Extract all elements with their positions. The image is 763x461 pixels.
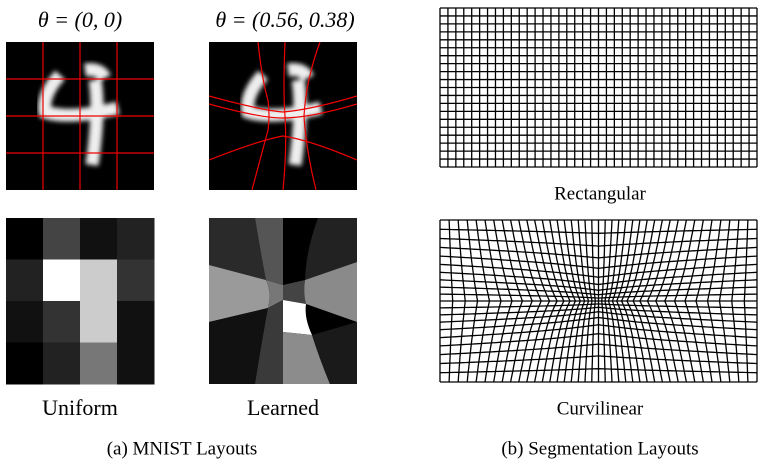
mnist-caption: (a) MNIST Layouts bbox=[107, 438, 258, 459]
pool-cell bbox=[43, 343, 81, 385]
pool-cell bbox=[43, 301, 81, 343]
pool-cell bbox=[6, 218, 44, 260]
pool-cell bbox=[80, 260, 118, 302]
learned-pooled-image bbox=[209, 218, 357, 384]
uniform-pooled-image bbox=[6, 218, 155, 385]
learned-label: Learned bbox=[247, 395, 319, 420]
learned-digit-image bbox=[209, 42, 357, 190]
pool-cell bbox=[117, 260, 155, 302]
uniform-label: Uniform bbox=[42, 395, 118, 420]
pool-cell bbox=[43, 260, 81, 302]
pool-cell bbox=[6, 260, 44, 302]
pool-cell bbox=[117, 343, 155, 385]
page: {"mnist": {"uniform_theta": "θ = (0, 0)"… bbox=[0, 0, 763, 461]
segmentation-caption: (b) Segmentation Layouts bbox=[501, 438, 698, 459]
pool-cell bbox=[80, 343, 118, 385]
pool-cell bbox=[43, 218, 81, 260]
curvilinear-grid bbox=[440, 220, 757, 382]
pool-cell bbox=[80, 218, 118, 260]
learned-theta: θ = (0.56, 0.38) bbox=[215, 7, 354, 32]
pool-cell bbox=[6, 343, 44, 385]
pool-cell bbox=[6, 301, 44, 343]
pool-cell bbox=[117, 301, 155, 343]
pool-cell bbox=[117, 218, 155, 260]
uniform-theta: θ = (0, 0) bbox=[38, 7, 122, 32]
pool-cell bbox=[80, 301, 118, 343]
curvilinear-label: Curvilinear bbox=[557, 398, 644, 419]
rectangular-grid bbox=[440, 8, 757, 167]
uniform-digit-image bbox=[6, 42, 154, 190]
rectangular-label: Rectangular bbox=[554, 183, 646, 204]
figure: θ = (0, 0) θ = (0.56, 0.38) bbox=[0, 0, 763, 461]
